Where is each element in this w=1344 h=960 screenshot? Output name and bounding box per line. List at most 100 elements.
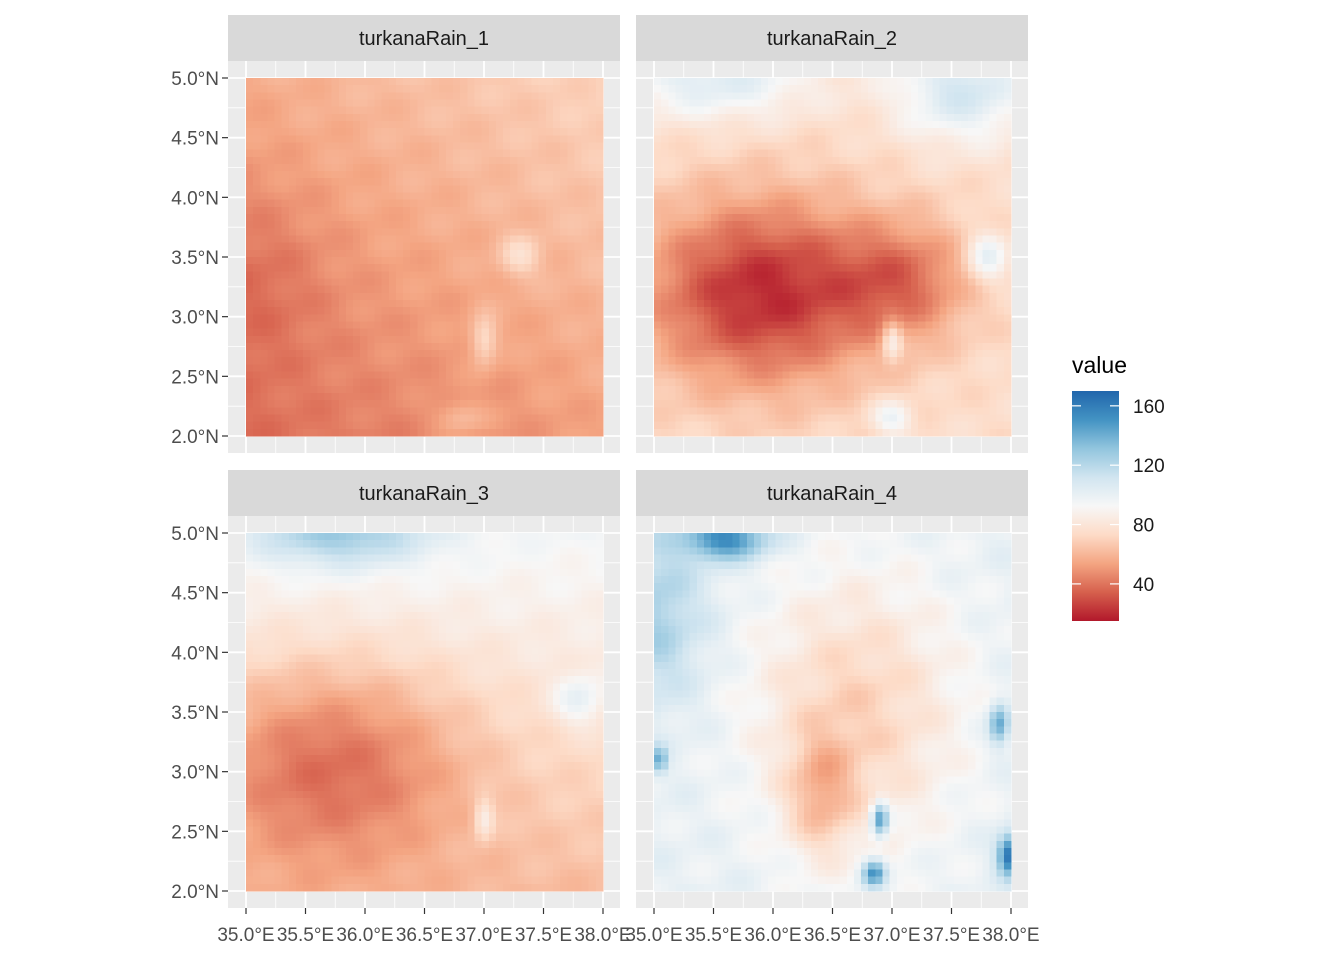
raster-cell — [682, 414, 691, 423]
raster-cell — [932, 85, 941, 93]
raster-cell — [889, 242, 898, 251]
raster-cell — [739, 335, 748, 344]
raster-cell — [438, 120, 447, 129]
raster-cell — [953, 371, 962, 380]
raster-cell — [431, 120, 440, 129]
raster-cell — [946, 321, 955, 330]
raster-cell — [531, 228, 540, 237]
raster-cell — [775, 249, 784, 258]
raster-cell — [295, 328, 304, 337]
raster-cell — [531, 321, 540, 330]
raster-cell — [1003, 414, 1012, 423]
raster-cell — [460, 92, 468, 101]
raster-cell — [711, 78, 719, 86]
raster-cell — [861, 185, 869, 194]
raster-cell — [310, 120, 318, 129]
raster-cell — [288, 128, 297, 136]
raster-cell — [689, 385, 698, 394]
raster-cell — [503, 92, 511, 101]
raster-cell — [832, 228, 841, 237]
raster-cell — [818, 92, 826, 101]
raster-cell — [467, 228, 476, 237]
raster-cell — [882, 163, 891, 172]
raster-cell — [281, 78, 290, 86]
raster-cell — [975, 85, 984, 93]
raster-cell — [675, 257, 684, 265]
raster-cell — [445, 385, 454, 394]
raster-cell — [753, 92, 762, 101]
raster-cell — [310, 185, 318, 194]
raster-cell — [789, 128, 798, 136]
raster-cell — [703, 342, 712, 351]
raster-cell — [696, 407, 705, 416]
raster-cell — [367, 85, 376, 93]
raster-cell — [474, 113, 483, 122]
raster-cell — [718, 171, 726, 179]
raster-cell — [832, 206, 841, 215]
raster-cell — [753, 142, 762, 151]
raster-cell — [782, 350, 791, 358]
raster-cell — [896, 271, 905, 280]
raster-cell — [438, 335, 447, 344]
raster-cell — [517, 120, 526, 129]
raster-cell — [675, 249, 684, 258]
raster-cell — [595, 113, 604, 122]
raster-cell — [317, 357, 326, 365]
raster-cell — [481, 113, 490, 122]
raster-cell — [467, 335, 476, 344]
raster-cell — [467, 271, 476, 280]
raster-cell — [381, 314, 390, 323]
raster-cell — [574, 378, 583, 387]
raster-cell — [303, 99, 311, 108]
raster-cell — [431, 221, 440, 229]
raster-cell — [438, 92, 447, 101]
raster-cell — [796, 206, 805, 215]
raster-cell — [889, 378, 898, 387]
raster-cell — [989, 99, 998, 108]
raster-cell — [696, 135, 705, 144]
raster-cell — [274, 178, 283, 186]
raster-cell — [345, 414, 354, 423]
raster-cell — [510, 314, 518, 323]
raster-cell — [989, 407, 998, 416]
raster-cell — [588, 99, 597, 108]
raster-cell — [253, 185, 261, 194]
raster-cell — [696, 221, 705, 229]
raster-cell — [424, 428, 433, 437]
raster-cell — [417, 385, 426, 394]
raster-cell — [996, 378, 1005, 387]
raster-cell — [246, 328, 254, 337]
raster-cell — [545, 371, 554, 380]
raster-cell — [853, 120, 862, 129]
raster-cell — [510, 335, 518, 344]
raster-cell — [903, 142, 912, 151]
raster-cell — [410, 307, 418, 315]
raster-cell — [918, 185, 926, 194]
raster-cell — [360, 385, 368, 394]
raster-cell — [360, 342, 368, 351]
raster-cell — [431, 292, 440, 301]
raster-cell — [732, 242, 741, 251]
raster-cell — [932, 185, 941, 194]
raster-cell — [996, 92, 1005, 101]
raster-cell — [768, 92, 776, 101]
raster-cell — [739, 221, 748, 229]
raster-cell — [818, 357, 826, 365]
raster-cell — [574, 92, 583, 101]
raster-cell — [553, 350, 561, 358]
raster-cell — [531, 328, 540, 337]
raster-cell — [338, 156, 347, 165]
raster-cell — [961, 350, 969, 358]
raster-cell — [338, 357, 347, 365]
raster-cell — [961, 199, 969, 208]
raster-cell — [896, 120, 905, 129]
raster-cell — [303, 407, 311, 416]
raster-cell — [939, 292, 948, 301]
raster-cell — [360, 199, 368, 208]
raster-cell — [395, 342, 404, 351]
raster-cell — [345, 264, 354, 272]
raster-cell — [595, 321, 604, 330]
raster-cell — [338, 421, 347, 430]
raster-cell — [438, 192, 447, 201]
raster-cell — [932, 371, 941, 380]
